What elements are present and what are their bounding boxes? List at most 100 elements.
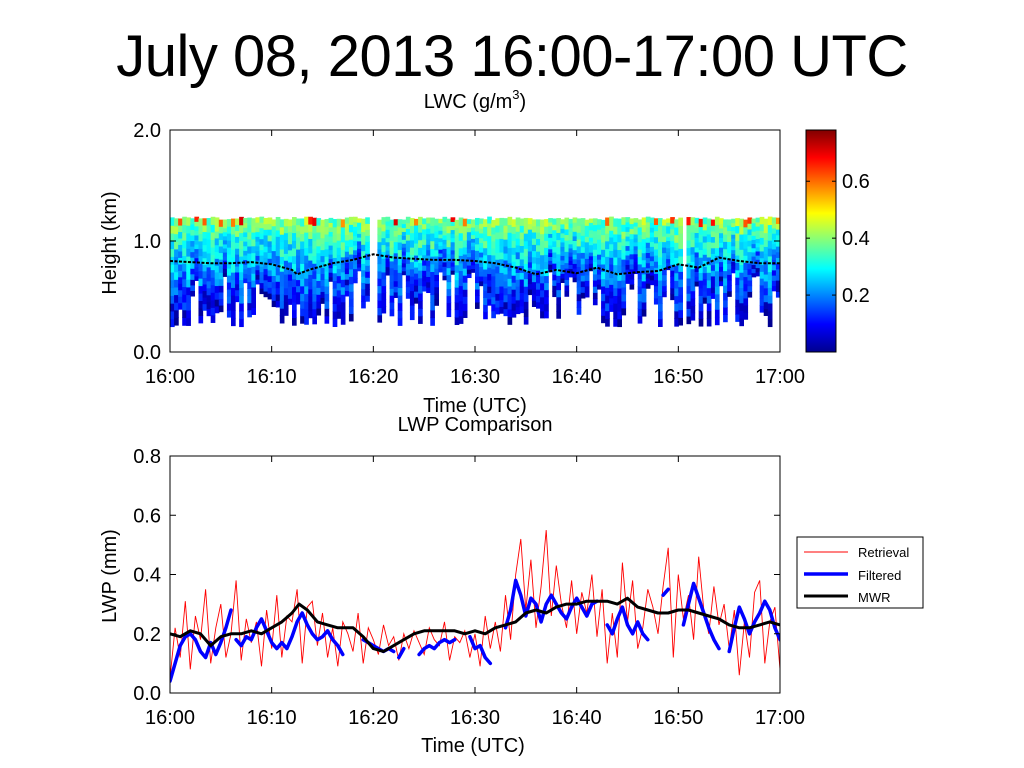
lwc-cell (695, 218, 700, 223)
lwc-cell (573, 250, 578, 255)
lwc-cell (259, 266, 264, 272)
lwc-cell (532, 244, 537, 251)
lwc-cell (512, 268, 517, 276)
lwc-cell (341, 234, 346, 242)
lwc-cell (638, 279, 643, 287)
lwc-y-axis-label: Height (km) (99, 191, 121, 294)
lwc-cell (548, 222, 553, 226)
lwc-cell (479, 281, 484, 286)
lwc-cell (662, 225, 667, 231)
lwc-cell (203, 238, 208, 245)
lwc-cell (764, 267, 769, 275)
lwc-cell (560, 228, 565, 233)
lwc-cell (467, 227, 472, 232)
lwc-cell (589, 237, 594, 241)
lwc-cell (365, 241, 370, 248)
lwc-cell (735, 225, 740, 233)
lwc-cell (300, 256, 305, 264)
lwc-cell (760, 292, 765, 299)
lwc-cell (459, 278, 464, 286)
lwc-cell (569, 231, 574, 236)
lwc-cell (621, 252, 626, 260)
lwc-cell (390, 302, 395, 309)
lwc-cell (569, 223, 574, 228)
lwc-cell (699, 295, 704, 303)
lwc-cell (325, 234, 330, 242)
lwc-cell (455, 235, 460, 243)
lwc-cell (560, 260, 565, 265)
lwc-cell (605, 303, 610, 311)
lwc-cell (695, 237, 700, 242)
lwc-cell (316, 253, 321, 261)
lwc-cell (455, 309, 460, 317)
lwc-cell (296, 219, 301, 226)
lwc-cell (316, 225, 321, 233)
lwc-cell (516, 286, 521, 293)
lwc-cell (715, 232, 720, 240)
lwc-cell (264, 269, 269, 275)
lwc-cell (329, 245, 334, 250)
lwc-cell (503, 246, 508, 254)
lwc-cell (483, 226, 488, 234)
lwc-cell (727, 247, 732, 253)
lwc-cell (353, 240, 358, 245)
lwc-cell (243, 273, 248, 278)
lwc-cell (442, 217, 447, 222)
lwc-cell (723, 256, 728, 264)
lwc-cell (642, 288, 647, 296)
lwc-cell (398, 287, 403, 295)
lwc-cell (186, 217, 191, 225)
lwc-cell (528, 245, 533, 251)
lwc-cell (247, 295, 252, 303)
lwc-cell (609, 217, 614, 224)
lwc-cell (186, 279, 191, 287)
lwc-cell (398, 318, 403, 326)
lwp-x-tick-label: 17:00 (755, 707, 805, 729)
lwc-cell (658, 257, 663, 265)
lwc-cell (662, 253, 667, 259)
lwc-cell (471, 265, 476, 269)
lwc-cell (345, 290, 350, 296)
lwc-cell (597, 269, 602, 275)
lwc-cell (674, 227, 679, 235)
lwc-cell (235, 248, 240, 255)
lwc-cell (691, 225, 696, 233)
lwc-cell (768, 287, 773, 295)
lwc-cell (357, 233, 362, 237)
lwc-cell (581, 235, 586, 241)
lwc-cell (264, 257, 269, 263)
lwc-cell (707, 272, 712, 280)
lwc-cell (589, 219, 594, 223)
lwc-cell (418, 308, 423, 316)
lwc-cell (390, 247, 395, 254)
lwc-cell (304, 217, 309, 225)
lwc-cell (719, 237, 724, 242)
lwc-cell (320, 226, 325, 233)
lwc-cell (711, 281, 716, 287)
lwc-cell (296, 237, 301, 244)
lwc-y-tick-label: 2.0 (133, 120, 161, 142)
lwc-cell (585, 275, 590, 281)
lwc-cell (638, 256, 643, 264)
lwc-cell (255, 279, 260, 284)
lwc-cell (190, 229, 195, 235)
lwc-cell (170, 241, 175, 249)
lwc-cell (723, 314, 728, 322)
lwc-cell (259, 222, 264, 228)
lwc-cell (320, 232, 325, 239)
lwc-cell (442, 226, 447, 231)
lwc-cell (642, 232, 647, 240)
lwc-cell (495, 225, 500, 232)
lwc-cell (630, 234, 635, 240)
lwc-cell (589, 245, 594, 249)
lwc-cell (418, 262, 423, 270)
lwc-cell (203, 304, 208, 311)
lwc-cell (243, 264, 248, 269)
lwc-cell (528, 284, 533, 290)
lwc-cell (455, 250, 460, 258)
lwc-cell (430, 279, 435, 287)
lwc-cell (524, 294, 529, 302)
lwc-cell (316, 232, 321, 240)
lwc-cell (768, 319, 773, 327)
lwc-cell (280, 227, 285, 235)
